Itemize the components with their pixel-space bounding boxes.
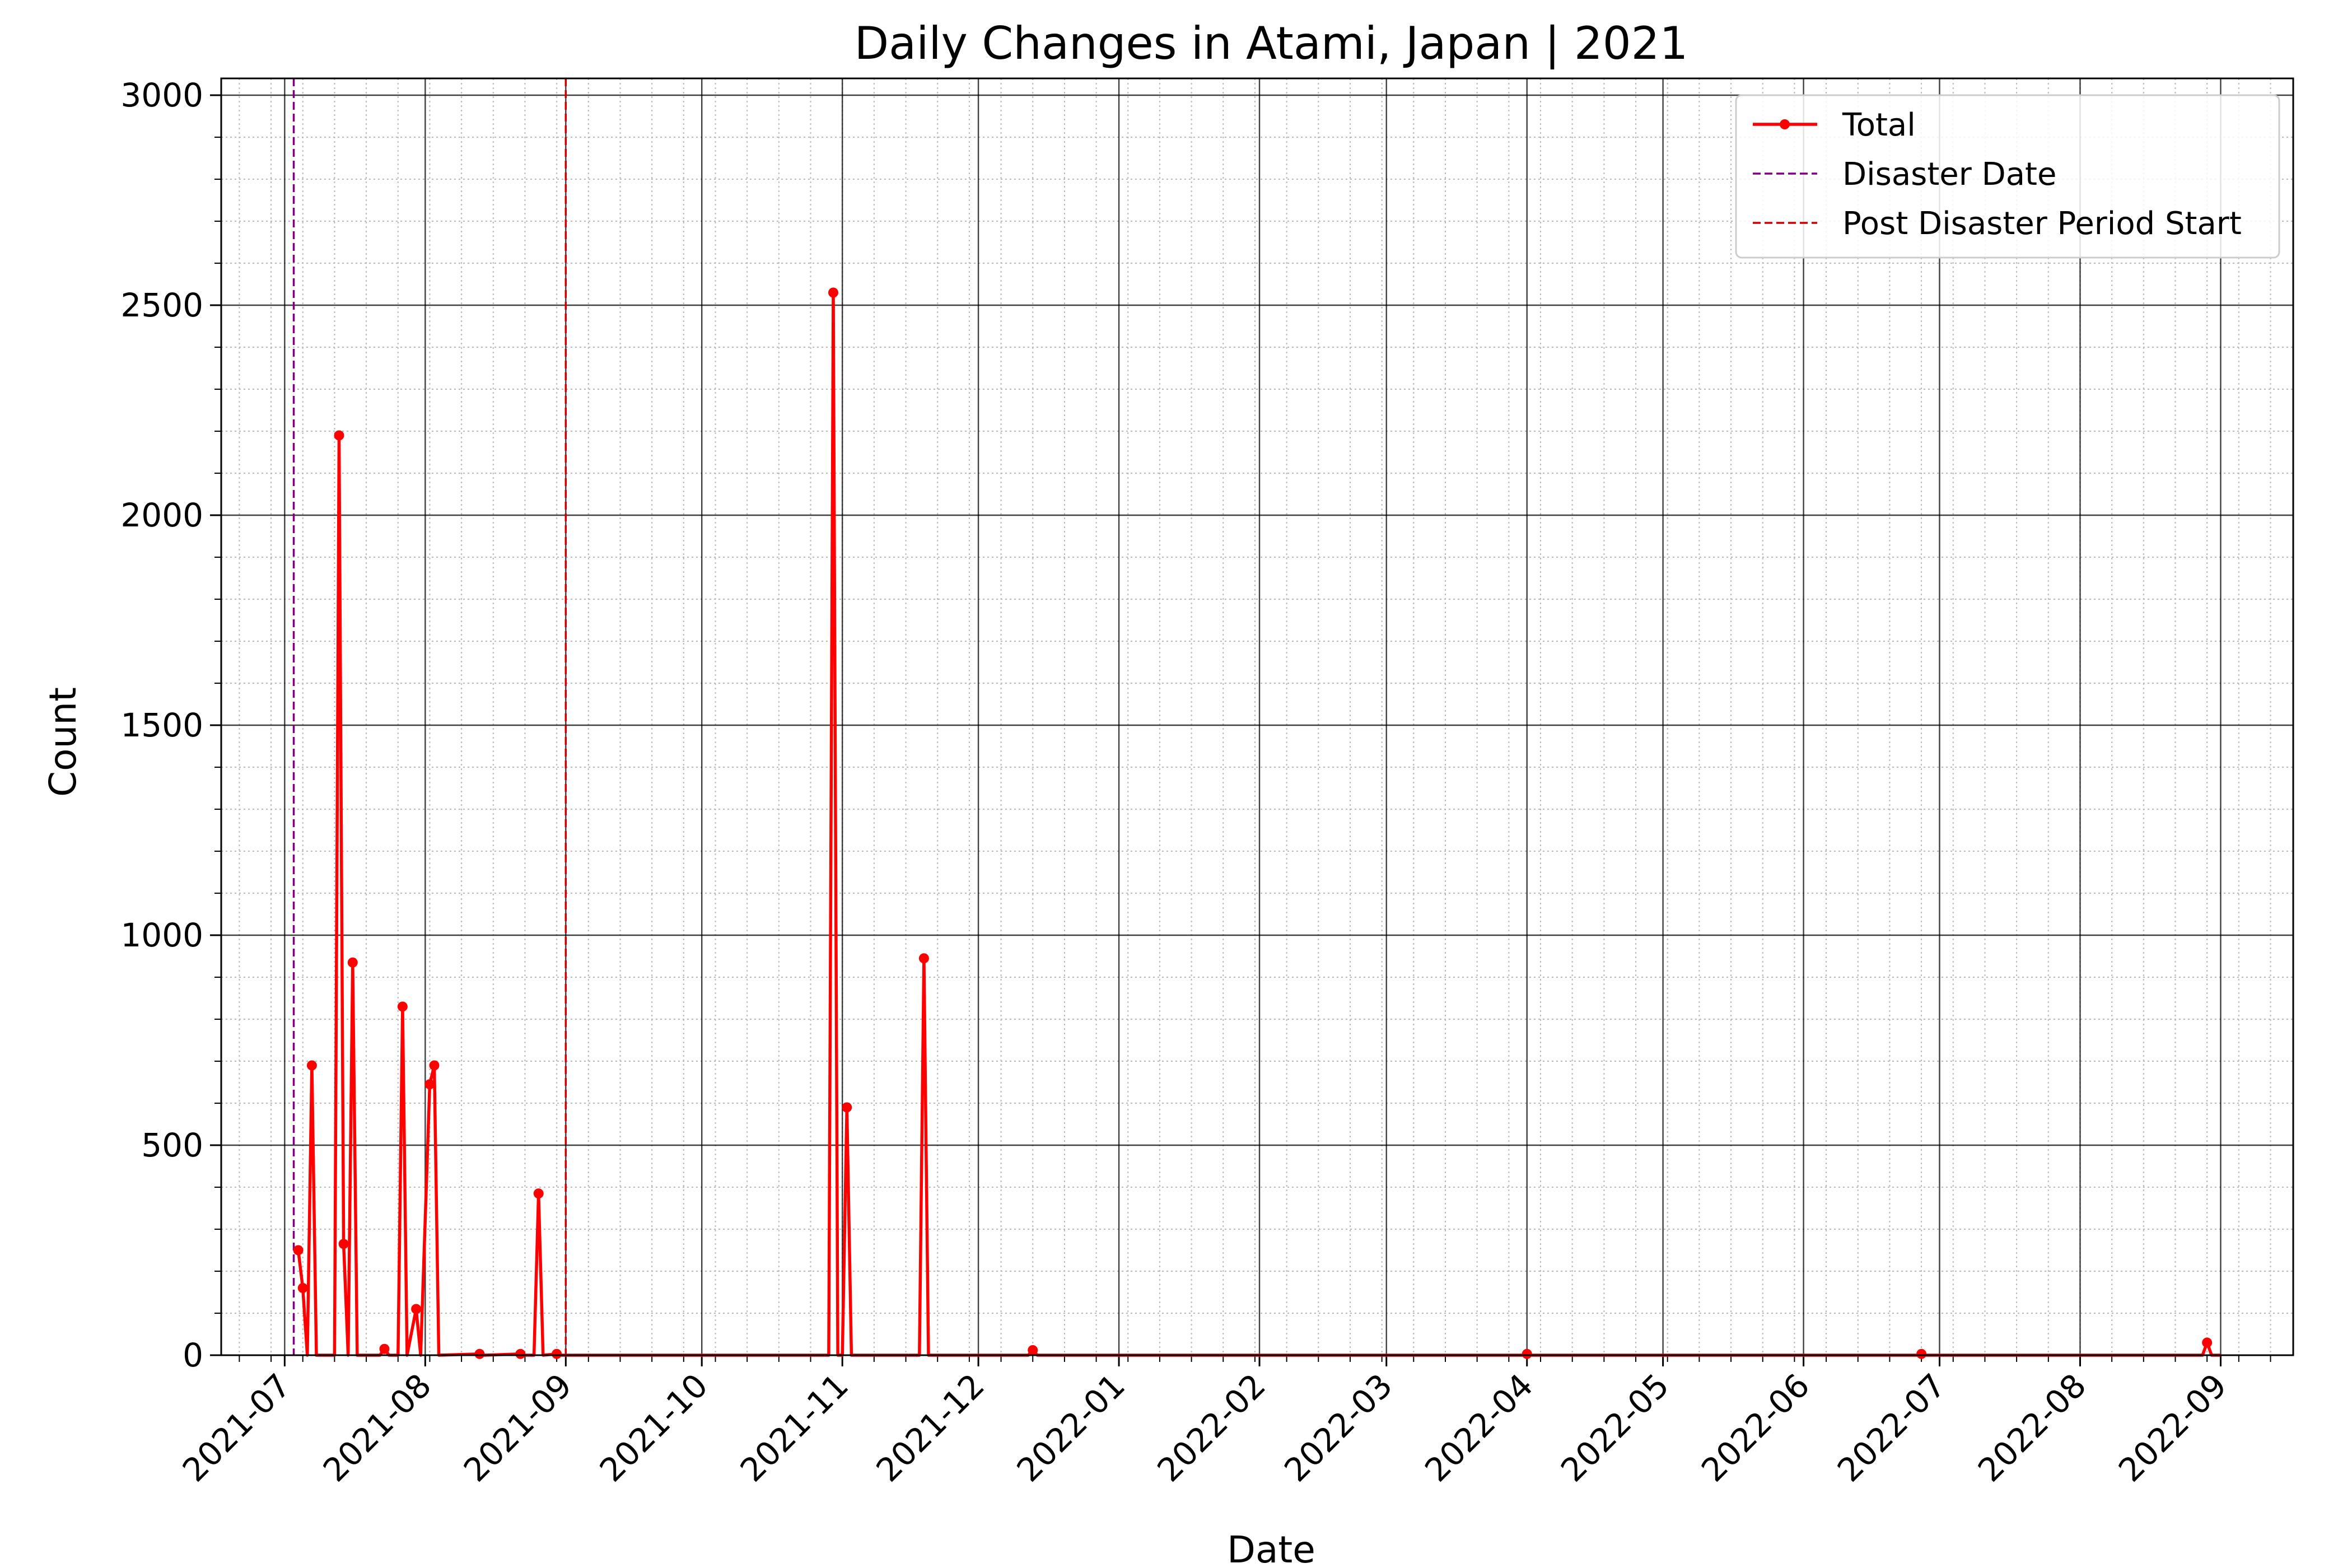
data-point: [828, 287, 838, 298]
data-point: [334, 430, 344, 441]
data-point: [1522, 1348, 1532, 1359]
data-point: [306, 1060, 317, 1071]
y-axis-title: Count: [41, 687, 85, 797]
y-tick-label: 0: [183, 1336, 203, 1374]
x-axis-title: Date: [1227, 1528, 1315, 1568]
data-point: [429, 1060, 440, 1071]
chart-title: Daily Changes in Atami, Japan | 2021: [855, 17, 1688, 70]
y-tick-label: 3000: [120, 76, 203, 114]
data-point: [842, 1102, 852, 1113]
legend-marker: [1780, 119, 1790, 129]
data-point: [918, 953, 929, 964]
y-tick-label: 2000: [120, 496, 203, 534]
data-point: [515, 1348, 526, 1359]
data-point: [338, 1239, 349, 1249]
legend-label: Total: [1842, 107, 1916, 143]
data-point: [1916, 1348, 1927, 1359]
data-point: [397, 1001, 408, 1012]
y-tick-label: 2500: [120, 286, 203, 324]
data-point: [347, 957, 358, 968]
data-point: [379, 1343, 390, 1354]
y-tick-label: 1500: [120, 706, 203, 744]
data-point: [293, 1245, 304, 1256]
data-point: [297, 1283, 308, 1293]
axes-frame: [220, 77, 2294, 1356]
y-tick-label: 500: [141, 1126, 203, 1164]
data-point: [552, 1348, 562, 1359]
data-point: [533, 1188, 544, 1199]
legend-box: [1735, 94, 2280, 259]
data-point: [474, 1348, 485, 1359]
data-point: [411, 1304, 422, 1314]
legend-label: Post Disaster Period Start: [1842, 206, 2242, 242]
data-point: [2202, 1337, 2213, 1348]
y-tick-label: 1000: [120, 916, 203, 954]
data-point: [424, 1079, 435, 1090]
data-point: [1028, 1345, 1038, 1355]
legend: Total Disaster Date Post Disaster Period S…: [1735, 94, 2280, 259]
legend-label: Disaster Date: [1842, 156, 2056, 193]
